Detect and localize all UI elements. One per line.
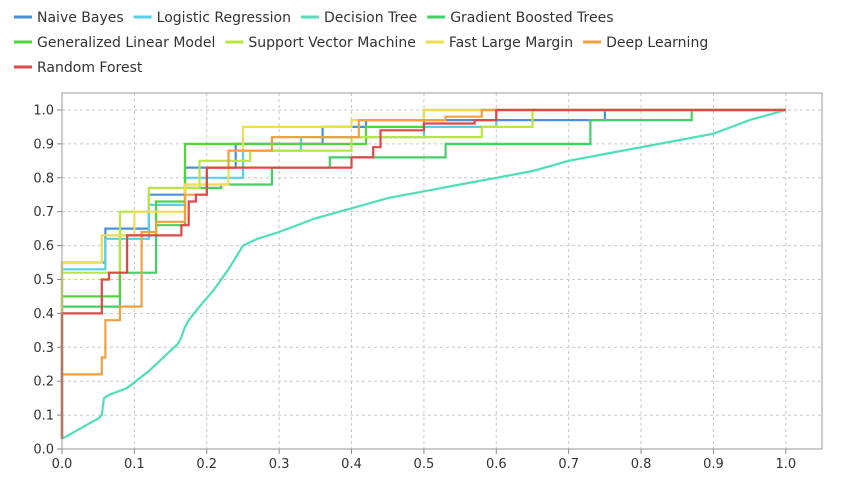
x-tick-label: 0.2 [196, 457, 217, 472]
series-line-random-forest [60, 108, 786, 439]
legend-item-naive-bayes[interactable]: Naive Bayes [14, 10, 124, 26]
y-tick-label: 0.7 [33, 205, 54, 220]
legend-item-fast-large-margin[interactable]: Fast Large Margin [425, 35, 573, 51]
x-tick-label: 0.9 [703, 457, 724, 472]
legend-item-logistic-regression[interactable]: Logistic Regression [133, 10, 291, 26]
series-group [60, 108, 787, 440]
legend-item-random-forest[interactable]: Random Forest [14, 60, 143, 76]
x-tick-label: 0.0 [52, 457, 73, 472]
axes: 0.0 0.1 0.2 0.3 0.4 0.5 0.6 0.7 0.8 0.9 1.0 0.0 0.1 0… [33, 92, 823, 472]
series-line-gradient-boosted-trees [60, 108, 786, 439]
legend-label: Support Vector Machine [248, 35, 415, 51]
y-tick-label: 0.0 [33, 443, 54, 458]
x-tick-label: 0.4 [341, 457, 362, 472]
legend-label: Decision Tree [324, 10, 417, 26]
legend-item-generalized-linear-model[interactable]: Generalized Linear Model [14, 35, 215, 51]
legend-label: Deep Learning [606, 35, 708, 51]
series-line-decision-tree [61, 108, 787, 440]
x-tick-label: 1.0 [775, 457, 796, 472]
y-tick-label: 0.6 [33, 239, 54, 254]
y-tick-label: 0.8 [33, 171, 54, 186]
legend-item-support-vector-machine[interactable]: Support Vector Machine [225, 35, 416, 51]
x-tick-label: 0.5 [414, 457, 435, 472]
series-line-deep-learning [60, 108, 786, 439]
legend-label: Random Forest [37, 60, 143, 76]
legend-item-deep-learning[interactable]: Deep Learning [583, 35, 708, 51]
y-tick-label: 0.1 [33, 409, 54, 424]
plot-area [62, 93, 822, 449]
legend-label: Gradient Boosted Trees [450, 10, 613, 26]
x-tick-label: 0.1 [124, 457, 145, 472]
y-tick-label: 0.4 [33, 307, 54, 322]
series-line-logistic-regression [60, 108, 786, 439]
x-tick-label: 0.7 [558, 457, 579, 472]
y-tick-label: 1.0 [33, 103, 54, 118]
legend: Naive Bayes Logistic Regression Decision T… [14, 10, 708, 76]
y-tick-label: 0.2 [33, 375, 54, 390]
x-tick-label: 0.3 [269, 457, 290, 472]
legend-item-gradient-boosted-trees[interactable]: Gradient Boosted Trees [427, 10, 614, 26]
legend-label: Logistic Regression [157, 10, 291, 26]
legend-label: Naive Bayes [37, 10, 124, 26]
legend-label: Generalized Linear Model [37, 35, 215, 51]
y-tick-label: 0.5 [33, 273, 54, 288]
x-tick-label: 0.6 [486, 457, 507, 472]
series-line-support-vector-machine [60, 108, 786, 439]
x-tick-label: 0.8 [631, 457, 652, 472]
plot-frame [61, 92, 823, 450]
y-tick-label: 0.3 [33, 341, 54, 356]
legend-label: Fast Large Margin [449, 35, 573, 51]
y-tick-label: 0.9 [33, 137, 54, 152]
legend-item-decision-tree[interactable]: Decision Tree [300, 10, 417, 26]
